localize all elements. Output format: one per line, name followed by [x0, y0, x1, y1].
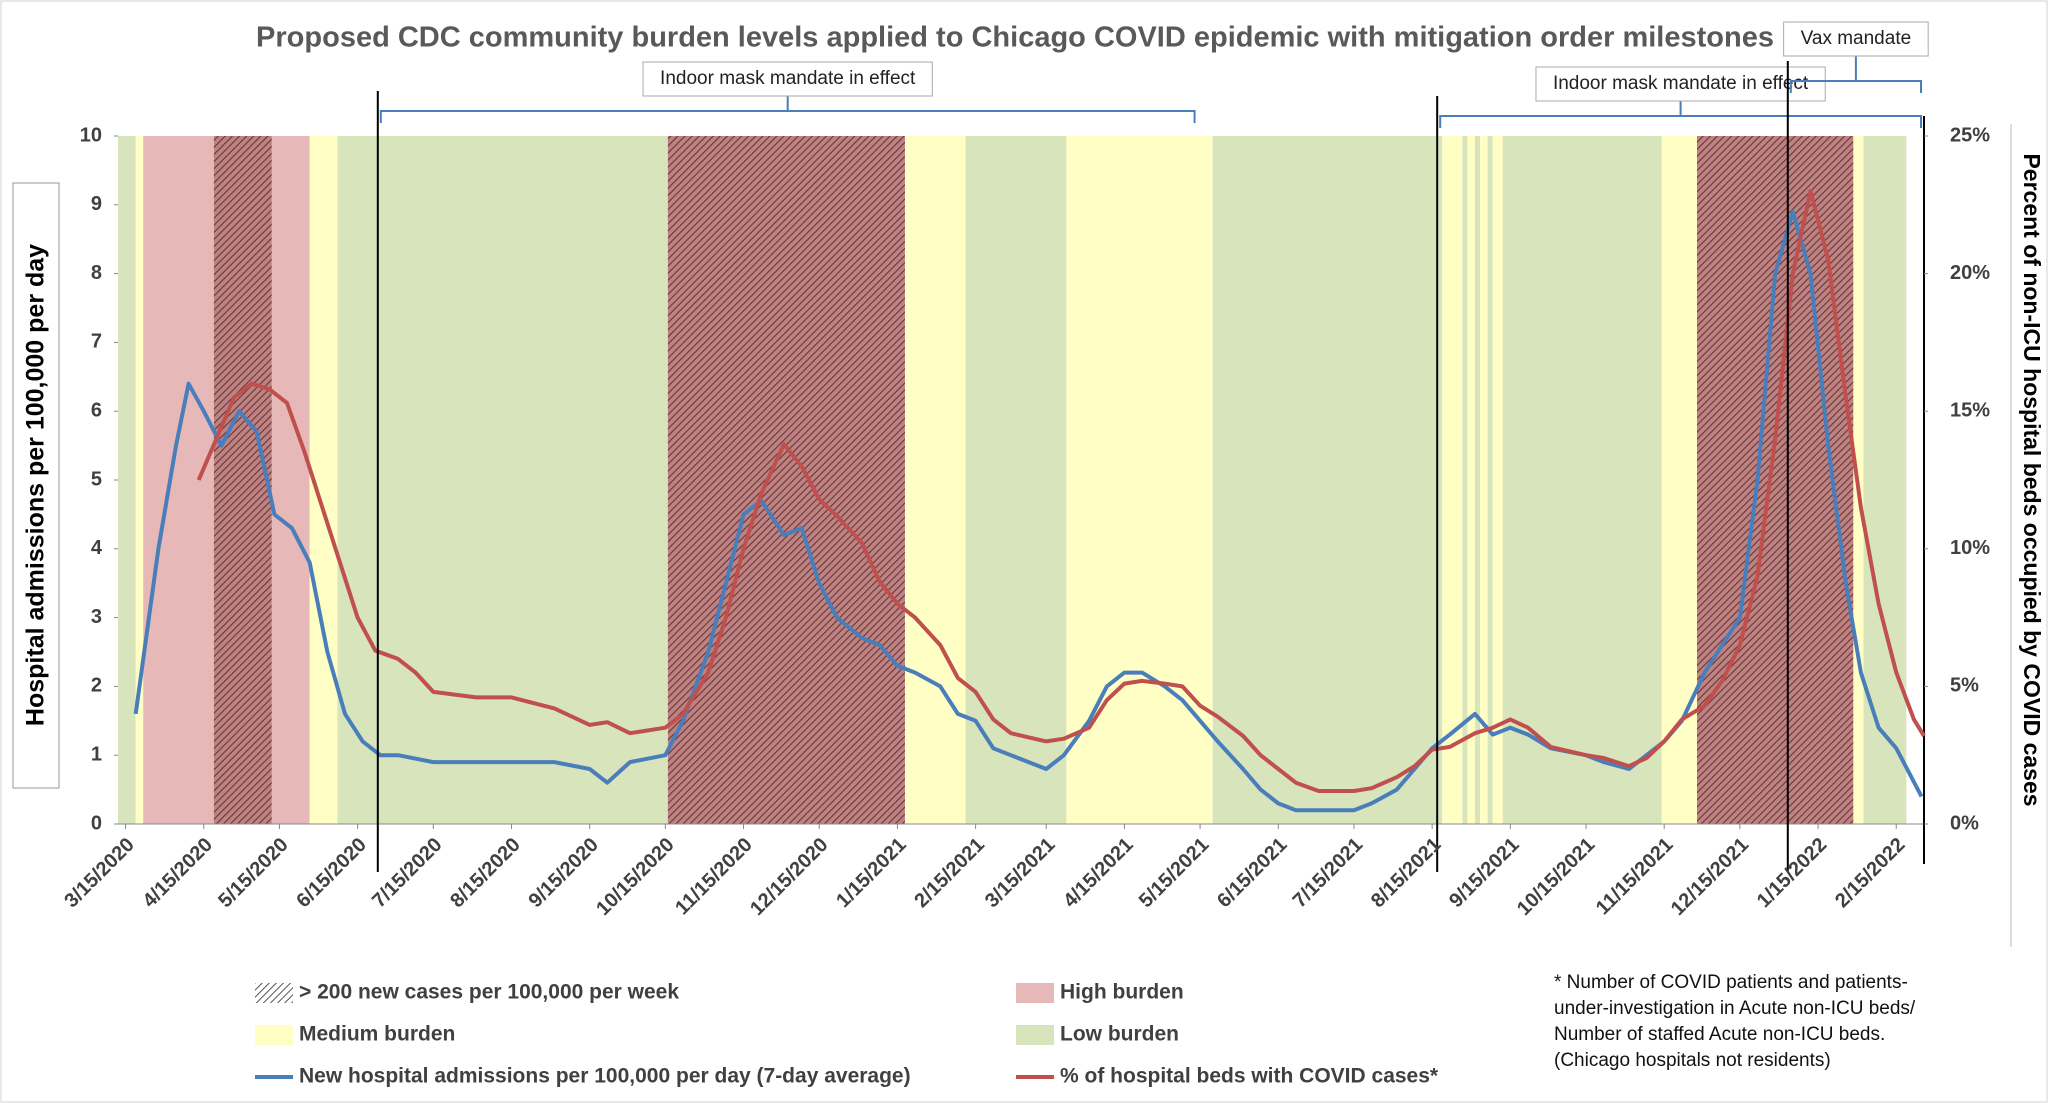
x-tick-label: 6/15/2021	[1213, 834, 1291, 912]
x-tick-label: 3/15/2021	[981, 834, 1059, 912]
y2-axis-title: Percent of non-ICU hospital beds occupie…	[2019, 153, 2045, 806]
y2-tick-label: 10%	[1950, 537, 1990, 559]
bracket	[1439, 98, 1922, 128]
legend-swatch	[255, 983, 293, 1003]
burden-band	[1863, 136, 1907, 824]
annotation-box	[1535, 66, 1826, 102]
burden-band	[118, 136, 136, 824]
annotation-label: Vax mandate	[1801, 28, 1912, 49]
y2-tick-label: 5%	[1950, 675, 1979, 697]
y-tick-label: 10	[80, 124, 102, 146]
x-tick-label: 12/15/2021	[1667, 834, 1753, 920]
x-tick-label: 10/15/2021	[1513, 834, 1599, 920]
x-tick-label: 4/15/2021	[1059, 834, 1137, 912]
y2-tick-label: 25%	[1950, 124, 1990, 146]
burden-band	[965, 136, 1067, 824]
y-tick-label: 4	[91, 537, 103, 559]
annotation-box	[1783, 21, 1929, 57]
burden-band	[135, 136, 144, 824]
burden-band	[143, 136, 214, 824]
x-tick-label: 3/15/2020	[60, 834, 138, 912]
burden-band	[271, 136, 310, 824]
y2-tick-label: 15%	[1950, 399, 1990, 421]
burden-band	[1502, 136, 1662, 824]
x-tick-label: 2/15/2022	[1831, 834, 1909, 912]
annotation-label: Indoor mask mandate in effect	[1553, 73, 1809, 94]
y2-tick-label: 20%	[1950, 262, 1990, 284]
y-tick-label: 5	[91, 468, 102, 490]
y-tick-label: 9	[91, 193, 102, 215]
legend-swatch	[255, 1025, 293, 1045]
annotation-box	[642, 61, 933, 97]
x-tick-label: 4/15/2020	[139, 834, 217, 912]
x-tick-label: 9/15/2021	[1445, 834, 1523, 912]
burden-band	[1442, 136, 1463, 824]
burden-band	[904, 136, 966, 824]
burden-band	[1480, 136, 1488, 824]
y-tick-label: 1	[91, 743, 102, 765]
burden-band	[667, 136, 905, 824]
x-tick-label: 7/15/2020	[368, 834, 446, 912]
legend-label: High burden	[1060, 981, 1184, 1004]
burden-band	[1487, 136, 1493, 824]
y-tick-label: 0	[91, 812, 102, 834]
annotation-label: Indoor mask mandate in effect	[660, 68, 916, 89]
y-tick-label: 8	[91, 262, 102, 284]
legend-label: Low burden	[1060, 1023, 1179, 1046]
x-tick-label: 5/15/2021	[1135, 834, 1213, 912]
burden-band	[1492, 136, 1503, 824]
y-tick-label: 7	[91, 331, 102, 353]
footnote: * Number of COVID patients and patients-	[1554, 972, 1908, 993]
x-tick-label: 9/15/2020	[524, 834, 602, 912]
x-tick-label: 11/15/2021	[1592, 834, 1678, 920]
burden-band	[1467, 136, 1476, 824]
x-tick-label: 7/15/2021	[1289, 834, 1367, 912]
y-tick-label: 3	[91, 606, 102, 628]
legend-swatch	[1016, 983, 1054, 1003]
footnote: Number of staffed Acute non-ICU beds.	[1554, 1024, 1885, 1045]
legend-label: > 200 new cases per 100,000 per week	[299, 981, 679, 1004]
y-axis-title: Hospital admissions per 100,000 per day	[22, 244, 50, 726]
x-tick-label: 1/15/2021	[832, 834, 910, 912]
x-tick-label: 8/15/2021	[1367, 834, 1445, 912]
burden-band	[1696, 136, 1854, 824]
x-tick-label: 5/15/2020	[214, 834, 292, 912]
burden-band	[1661, 136, 1697, 824]
burden-band	[337, 136, 668, 824]
series-line	[196, 189, 1926, 793]
legend-label: New hospital admissions per 100,000 per …	[299, 1065, 911, 1088]
chart-title: Proposed CDC community burden levels app…	[256, 22, 1774, 54]
y-tick-label: 2	[91, 675, 102, 697]
legend-swatch	[1016, 1025, 1054, 1045]
burden-band	[1475, 136, 1481, 824]
footnote: (Chicago hospitals not residents)	[1554, 1050, 1831, 1071]
y-tick-label: 6	[91, 399, 102, 421]
legend-label: % of hospital beds with COVID cases*	[1060, 1065, 1439, 1088]
bracket	[1789, 53, 1922, 93]
burden-band	[1212, 136, 1443, 824]
x-tick-label: 12/15/2020	[746, 834, 832, 920]
footnote: under-investigation in Acute non-ICU bed…	[1554, 998, 1916, 1019]
x-tick-label: 11/15/2020	[671, 834, 757, 920]
bracket	[379, 93, 1196, 123]
x-tick-label: 2/15/2021	[910, 834, 988, 912]
y2-tick-label: 0%	[1950, 812, 1979, 834]
x-tick-label: 10/15/2020	[592, 834, 678, 920]
burden-band	[1462, 136, 1468, 824]
x-tick-label: 8/15/2020	[446, 834, 524, 912]
y-label-box	[12, 182, 60, 789]
x-tick-label: 1/15/2022	[1753, 834, 1831, 912]
x-tick-label: 6/15/2020	[292, 834, 370, 912]
burden-band	[213, 136, 272, 824]
legend-label: Medium burden	[299, 1023, 455, 1046]
